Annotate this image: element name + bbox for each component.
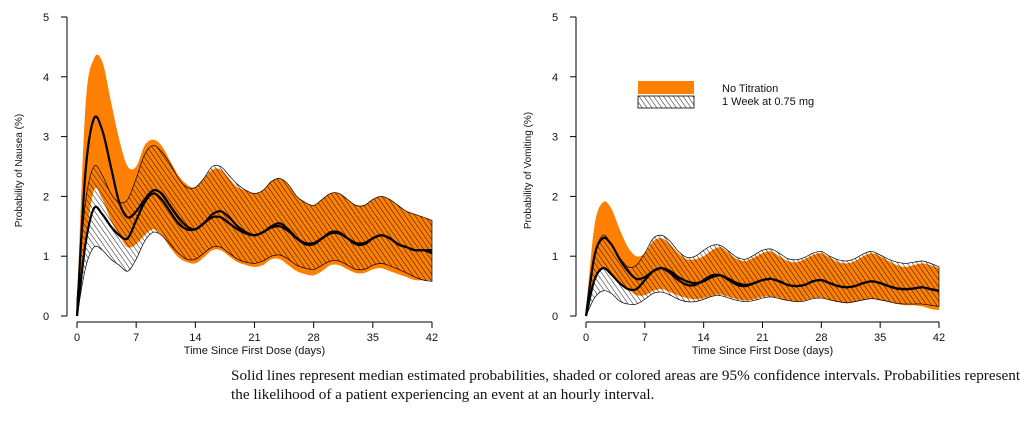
chart0-band-titration — [76, 145, 433, 317]
chart0-x-tick-label: 42 — [426, 332, 438, 344]
chart0-x-tick-label: 21 — [248, 332, 260, 344]
chart1-x-tick-label: 14 — [698, 332, 710, 344]
chart1-y-tick-label: 1 — [552, 251, 558, 263]
legend-label-no-titration: No Titration — [722, 83, 778, 95]
chart1-x-axis-label: Time Since First Dose (days) — [692, 345, 833, 357]
chart0-x-tick-label: 35 — [367, 332, 379, 344]
chart1-y-tick-label: 4 — [552, 72, 558, 84]
chart0-x-tick-label: 28 — [308, 332, 320, 344]
chart0-median-titration — [75, 192, 433, 317]
chart1-y-tick-label: 3 — [552, 132, 558, 144]
chart1-y-tick-label: 2 — [552, 191, 558, 203]
nausea-chart: 0 1 2 3 4 5 0 7 14 21 28 35 42 Time Since First Dose … — [14, 12, 438, 357]
vomiting-chart: 0 1 2 3 4 5 0 7 14 21 28 35 42 Time Since First Dose … — [523, 12, 945, 357]
chart1-x-tick-label: 7 — [642, 332, 648, 344]
chart0-y-tick-label: 1 — [43, 251, 49, 263]
chart1-y-tick-label: 0 — [552, 311, 558, 323]
chart0-x-tick-label: 7 — [133, 332, 139, 344]
chart1-x-tick-label: 28 — [815, 332, 827, 344]
legend-label-titration: 1 Week at 0.75 mg — [722, 96, 814, 108]
legend: No Titration 1 Week at 0.75 mg — [637, 81, 814, 109]
chart1-x-tick-label: 35 — [874, 332, 886, 344]
chart0-y-tick-label: 0 — [43, 311, 49, 323]
chart1-x-tick-label: 42 — [933, 332, 945, 344]
chart0-y-tick-label: 2 — [43, 191, 49, 203]
chart0-y-tick-label: 4 — [43, 72, 49, 84]
legend-swatch-no-titration — [638, 81, 694, 94]
figure-caption: Solid lines represent median estimated p… — [231, 367, 1020, 403]
chart1-band-titration — [585, 234, 940, 317]
chart0-y-tick-label: 3 — [43, 132, 49, 144]
chart0-x-tick-label: 14 — [189, 332, 201, 344]
chart0-y-tick-label: 5 — [43, 12, 49, 24]
chart0-y-axis-label: Probability of Nausea (%) — [14, 114, 25, 227]
chart0-x-axis-label: Time Since First Dose (days) — [184, 345, 325, 357]
chart1-median-titration — [584, 266, 940, 317]
chart1-y-tick-label: 5 — [552, 12, 558, 24]
chart0-x-tick-label: 0 — [74, 332, 80, 344]
chart1-x-tick-label: 21 — [756, 332, 768, 344]
chart0-band-no-titration — [77, 54, 432, 316]
chart1-x-tick-label: 0 — [583, 332, 589, 344]
legend-swatch-titration — [637, 95, 695, 109]
chart1-y-axis-label: Probability of Vomiting (%) — [523, 112, 534, 229]
